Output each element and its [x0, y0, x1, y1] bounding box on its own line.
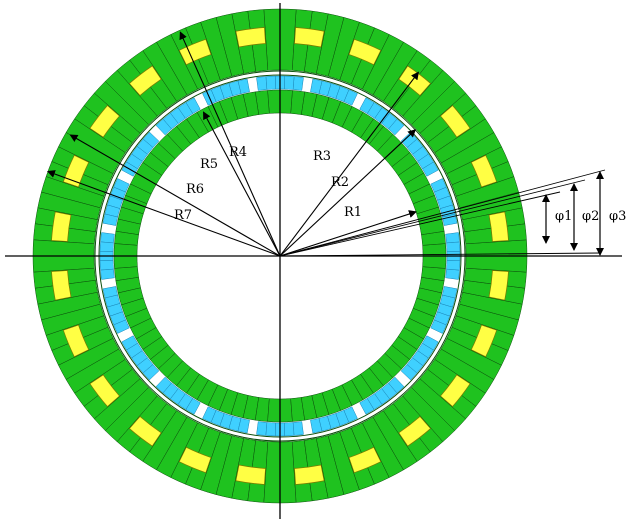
- magnet-segment: [359, 97, 375, 114]
- coil-slot: [440, 374, 471, 408]
- inner-iron-segment: [267, 398, 281, 423]
- coil-slot: [235, 464, 266, 485]
- coil-slot: [51, 211, 72, 242]
- coil-slot: [348, 446, 382, 474]
- magnet-segment: [284, 422, 295, 437]
- coil-slot: [128, 416, 162, 447]
- inner-iron-segment: [279, 89, 293, 114]
- magnet-segment: [445, 268, 460, 280]
- phi1-ray: [279, 191, 561, 257]
- coil-slot: [398, 65, 432, 96]
- radius-arrow-r2: [279, 129, 417, 257]
- coil-slot: [89, 104, 120, 138]
- coil-slot: [440, 104, 471, 138]
- inner-iron-segment: [422, 255, 447, 269]
- radius-arrow-r7: [46, 170, 281, 257]
- label-r3: R3: [313, 149, 331, 164]
- magnet-segment: [343, 406, 358, 423]
- coil-slot: [398, 416, 432, 447]
- magnet-segment: [388, 376, 405, 394]
- inner-iron-segment: [279, 398, 293, 423]
- label-r4: R4: [229, 145, 247, 160]
- inner-iron-segment: [113, 243, 138, 257]
- magnet-segment: [185, 398, 201, 415]
- coil-slot: [348, 38, 382, 66]
- magnet-segment: [113, 319, 130, 334]
- label-r5: R5: [200, 157, 218, 172]
- magnet-segment: [237, 418, 250, 434]
- label-phi2: φ2: [582, 209, 599, 224]
- coil-slot: [488, 270, 509, 301]
- magnet-segment: [100, 268, 115, 280]
- magnet-ring: [99, 75, 461, 437]
- dimension-labels: R1 R2 R3 R4 R5 R6 R7 φ1 φ2 φ3: [174, 145, 626, 224]
- magnet-segment: [422, 335, 439, 351]
- magnet-segment: [100, 232, 115, 244]
- inner-iron-segment: [267, 89, 281, 114]
- label-phi1: φ1: [555, 209, 572, 224]
- coil-slot: [235, 27, 266, 48]
- magnet-segment: [265, 422, 276, 437]
- radius-arrow-r1: [279, 210, 417, 257]
- coil-slot: [178, 38, 212, 66]
- inner-iron-segment: [113, 255, 138, 269]
- magnet-segment: [446, 260, 461, 271]
- coil-slot: [51, 270, 72, 301]
- magnet-segment: [310, 78, 323, 94]
- magnet-segment: [265, 75, 276, 90]
- magnet-segment: [430, 178, 447, 193]
- magnet-segment: [155, 118, 172, 136]
- label-r2: R2: [331, 175, 349, 190]
- magnet-segment: [256, 421, 268, 436]
- magnet-segment: [284, 75, 295, 90]
- radius-arrows: [46, 31, 420, 257]
- coil-slot: [294, 464, 325, 485]
- magnet-segment: [446, 241, 461, 252]
- coil-slot: [62, 324, 90, 358]
- coil-slot: [294, 27, 325, 48]
- coil-slot: [89, 374, 120, 408]
- magnet-segment: [142, 364, 160, 381]
- radius-arrow-r5: [179, 31, 281, 257]
- label-r7: R7: [174, 208, 192, 223]
- magnet-segment: [292, 76, 304, 91]
- magnet-segment: [445, 232, 460, 244]
- magnet-segment: [99, 260, 114, 271]
- phi2-ray: [279, 179, 586, 257]
- radius-arrow-r4: [203, 111, 281, 257]
- label-r6: R6: [186, 182, 204, 197]
- coil-slots: [51, 27, 509, 485]
- radius-arrow-r6: [69, 134, 281, 257]
- angle-dimensions: [279, 169, 606, 257]
- coil-slot: [178, 446, 212, 474]
- magnet-segment: [102, 213, 118, 226]
- phi3-ray: [279, 169, 606, 257]
- label-phi3: φ3: [609, 209, 626, 224]
- coil-slot: [488, 211, 509, 242]
- radius-arrow-r3: [279, 71, 420, 257]
- coil-slot: [128, 65, 162, 96]
- coil-slot: [470, 154, 498, 188]
- magnet-segment: [442, 286, 458, 299]
- magnet-segment: [99, 241, 114, 252]
- magnet-segment: [292, 421, 304, 436]
- reference-ray: [279, 252, 601, 257]
- coil-slot: [470, 324, 498, 358]
- label-r1: R1: [344, 205, 362, 220]
- magnet-segment: [256, 76, 268, 91]
- inner-rotor-iron-ring: [113, 89, 447, 423]
